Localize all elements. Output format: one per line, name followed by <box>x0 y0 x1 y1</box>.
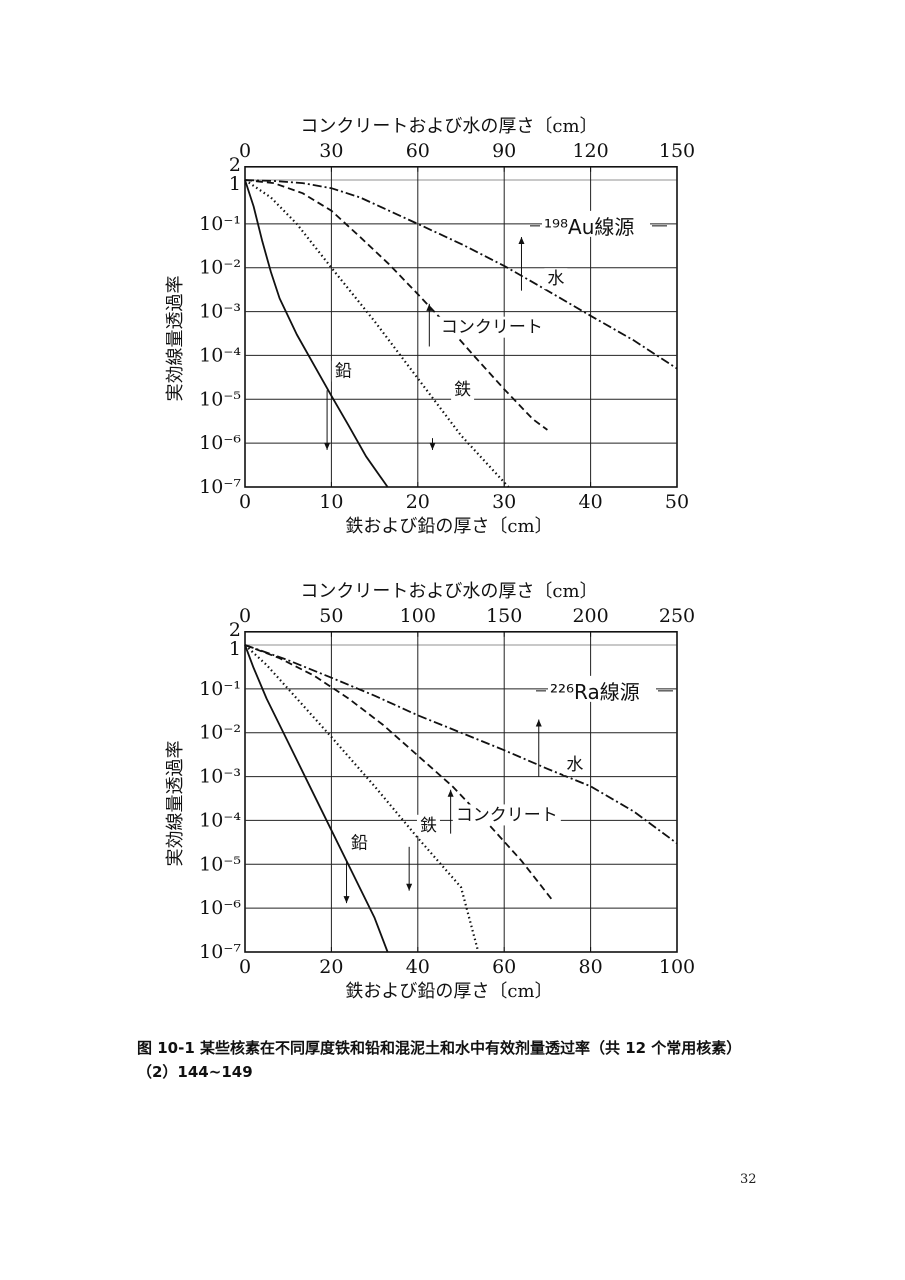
top-axis-tick-label: 0 <box>239 605 251 627</box>
series-line-dashed <box>244 644 554 901</box>
series-label: 鉛 <box>335 362 352 382</box>
y-axis-tick-label: 10⁻⁶ <box>199 432 241 454</box>
series-label-bg <box>452 804 561 826</box>
y-axis-label: 実効線量透過率 <box>165 741 186 867</box>
top-axis-tick-label: 60 <box>406 140 430 162</box>
caption-line-2: （2）144~149 <box>137 1063 253 1081</box>
top-axis-tick-label: 150 <box>486 605 522 627</box>
bottom-axis-tick-label: 40 <box>579 491 603 513</box>
bottom-axis-tick-label: 0 <box>239 956 251 978</box>
bottom-axis-tick-label: 50 <box>665 491 689 513</box>
series-line-solid <box>244 179 389 488</box>
series-label: 鉄 <box>454 380 471 400</box>
bottom-axis-tick-label: 0 <box>239 491 251 513</box>
bottom-axis-tick-label: 30 <box>492 491 516 513</box>
bottom-axis-tick-label: 20 <box>319 956 343 978</box>
y-axis-label: 実効線量透過率 <box>165 276 186 402</box>
series-arrow-head <box>324 442 331 450</box>
y-axis-tick-label: 10⁻⁷ <box>199 476 241 498</box>
top-axis-label: コンクリートおよび水の厚さ〔cm〕 <box>300 581 597 602</box>
top-axis-tick-label: 200 <box>572 605 608 627</box>
y-axis-tick-label: 10⁻³ <box>199 766 241 788</box>
y-axis-tick-label: 10⁻⁷ <box>199 941 241 963</box>
y-axis-tick-label: 10⁻⁴ <box>199 809 241 831</box>
series-label-bg <box>331 360 355 382</box>
y-axis-tick-label: 10⁻² <box>199 257 241 279</box>
chart-ra226: 0 50 100 150 200 250 0 20 40 60 80 100 2 1 10⁻¹ 10⁻² 10⁻… <box>0 575 905 1005</box>
chart-au198-svg: 0 30 60 90 120 150 0 10 20 30 40 50 21 10⁻¹ 10⁻² 10⁻³ 10… <box>165 116 695 537</box>
figure-caption: 图 10-1 某些核素在不同厚度铁和铅和混泥土和水中有效剂量透过率（共 12 个… <box>137 1036 837 1084</box>
y-axis-tick-label: 2 <box>229 154 241 176</box>
source-label-bg <box>548 675 656 702</box>
chart-ra226-svg: 0 50 100 150 200 250 0 20 40 60 80 100 21 10⁻¹ 10⁻² 10⁻… <box>165 581 695 1002</box>
page-number: 32 <box>740 1172 757 1187</box>
top-axis-tick-label: 0 <box>239 140 251 162</box>
top-axis-tick-label: 250 <box>659 605 695 627</box>
top-axis-tick-label: 50 <box>319 605 343 627</box>
series-label: 鉛 <box>351 833 368 853</box>
series-label: 水 <box>547 269 564 289</box>
bottom-axis-tick-label: 10 <box>319 491 343 513</box>
y-axis-tick-label: 10⁻³ <box>199 301 241 323</box>
plot-frame <box>244 165 678 488</box>
bottom-axis-label: 鉄および鉛の厚さ〔cm〕 <box>345 516 552 537</box>
top-axis-tick-label: 90 <box>492 140 516 162</box>
bottom-axis-tick-label: 100 <box>659 956 695 978</box>
series-line-dashdot <box>244 644 678 845</box>
series-arrow-head <box>406 883 413 891</box>
chart-au198: 0 30 60 90 120 150 0 10 20 30 40 50 2 1 10⁻¹ 10⁻² 10⁻³ 10… <box>0 110 905 540</box>
y-axis-tick-label: 1 <box>229 173 241 195</box>
y-axis-tick-label: 10⁻⁵ <box>199 853 241 875</box>
top-axis-tick-label: 100 <box>400 605 436 627</box>
plot-frame <box>244 630 678 953</box>
source-label: ²²⁶Ra線源 <box>550 680 640 704</box>
y-axis-tick-label: 10⁻² <box>199 722 241 744</box>
bottom-axis-tick-label: 40 <box>406 956 430 978</box>
top-axis-label: コンクリートおよび水の厚さ〔cm〕 <box>300 116 597 137</box>
source-label-bg <box>542 210 650 237</box>
top-axis-tick-label: 30 <box>319 140 343 162</box>
bottom-axis-tick-label: 20 <box>406 491 430 513</box>
series-line-dotted <box>244 179 510 488</box>
series-label: コンクリート <box>456 805 558 825</box>
top-axis-tick-label: 150 <box>659 140 695 162</box>
series-label: コンクリート <box>441 318 543 338</box>
series-arrow-head <box>518 237 525 245</box>
series-arrow-head <box>429 442 436 450</box>
series-arrow-head <box>343 896 350 904</box>
y-axis-tick-label: 10⁻⁶ <box>199 897 241 919</box>
series-label-bg <box>451 379 475 401</box>
y-axis-tick-label: 10⁻⁴ <box>199 344 241 366</box>
y-axis-tick-label: 10⁻⁵ <box>199 388 241 410</box>
y-axis-tick-label: 10⁻¹ <box>199 213 241 235</box>
source-label: ¹⁹⁸Au線源 <box>544 215 634 239</box>
bottom-axis-tick-label: 80 <box>579 956 603 978</box>
series-label: 水 <box>566 755 583 775</box>
top-axis-tick-label: 120 <box>572 140 608 162</box>
series-label-bg <box>544 268 568 290</box>
caption-line-1: 图 10-1 某些核素在不同厚度铁和铅和混泥土和水中有效剂量透过率（共 12 个… <box>137 1039 742 1057</box>
bottom-axis-label: 鉄および鉛の厚さ〔cm〕 <box>345 981 552 1002</box>
series-label-bg <box>416 814 440 836</box>
y-axis-tick-label: 2 <box>229 619 241 641</box>
series-arrow-head <box>426 303 433 311</box>
series-label-bg <box>347 832 371 854</box>
series-line-dashed <box>244 179 548 431</box>
series-arrow-head <box>447 789 454 797</box>
series-line-dashdot <box>244 179 678 370</box>
series-label-bg <box>563 754 587 776</box>
y-axis-tick-label: 10⁻¹ <box>199 678 241 700</box>
bottom-axis-tick-label: 60 <box>492 956 516 978</box>
series-label: 鉄 <box>420 816 437 836</box>
series-arrow-head <box>535 719 542 727</box>
series-label-bg <box>437 316 546 338</box>
series-line-solid <box>244 644 389 953</box>
y-axis-tick-label: 1 <box>229 638 241 660</box>
